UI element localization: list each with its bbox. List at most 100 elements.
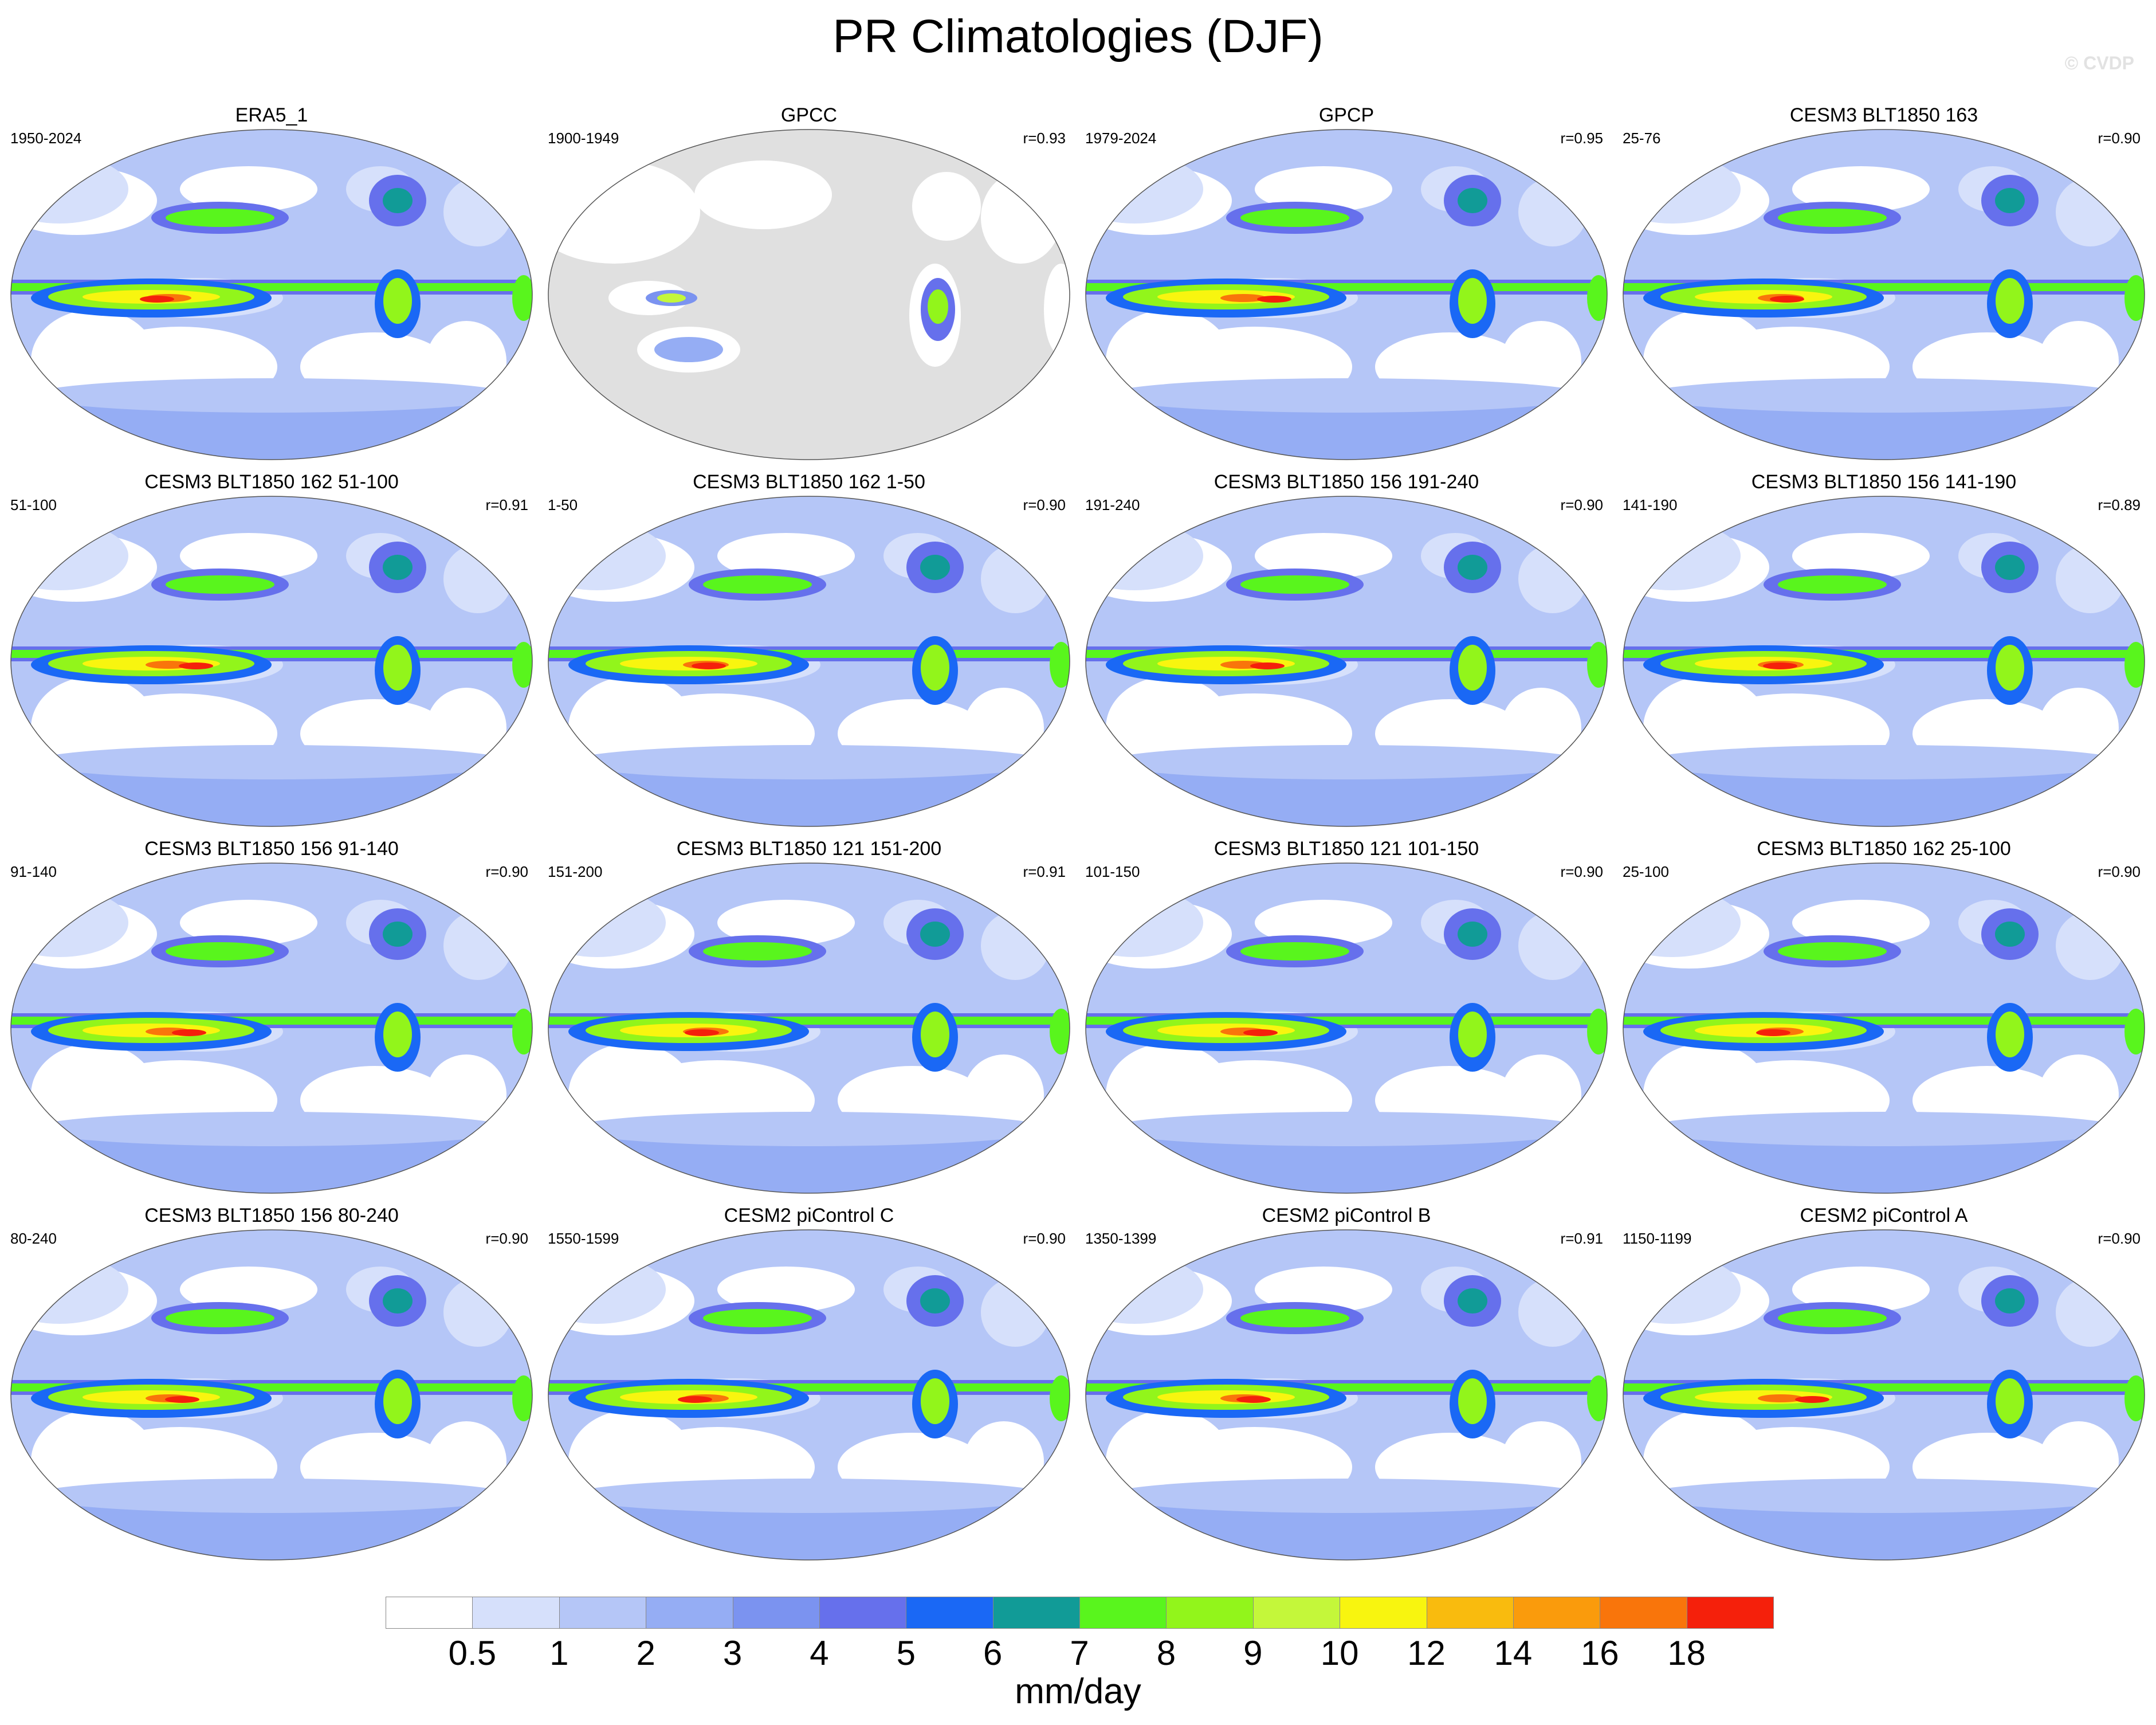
panel-title: CESM3 BLT1850 162 1-50: [693, 471, 925, 493]
colorbar-tick-label: 16: [1580, 1634, 1619, 1672]
panel-pattern-correlation: r=0.90: [1560, 863, 1603, 880]
map-panel: CESM3 BLT1850 162 25-100 25-100 r=0.90: [1620, 836, 2147, 1197]
colorbar-swatch: [559, 1597, 647, 1629]
panel-pattern-correlation: r=0.90: [2098, 130, 2141, 147]
panel-years: 1150-1199: [1623, 1230, 1692, 1247]
colorbar-tick-label: 7: [1070, 1634, 1089, 1672]
precipitation-map: [10, 496, 533, 827]
precipitation-map: [1085, 129, 1608, 460]
panel-years: 91-140: [10, 863, 57, 880]
colorbar: [386, 1597, 1774, 1629]
panel-title: CESM3 BLT1850 156 141-190: [1751, 471, 2017, 493]
panel-pattern-correlation: r=0.90: [485, 1230, 528, 1247]
panel-title: CESM3 BLT1850 156 191-240: [1214, 471, 1479, 493]
colorbar-tick-label: 18: [1667, 1634, 1706, 1672]
panel-title: CESM2 piControl C: [724, 1205, 894, 1226]
panel-years: 25-100: [1623, 863, 1669, 880]
colorbar-swatch: [1340, 1597, 1427, 1629]
colorbar-swatch: [646, 1597, 733, 1629]
panel-pattern-correlation: r=0.90: [1023, 496, 1066, 513]
colorbar-tick-label: 1: [549, 1634, 569, 1672]
map-panel: CESM3 BLT1850 156 80-240 80-240 r=0.90: [8, 1202, 535, 1563]
panel-years: 101-150: [1085, 863, 1140, 880]
panel-pattern-correlation: r=0.90: [2098, 1230, 2141, 1247]
panel-pattern-correlation: r=0.89: [2098, 496, 2141, 513]
map-panel: CESM3 BLT1850 156 141-190 141-190 r=0.89: [1620, 469, 2147, 830]
colorbar-swatch: [386, 1597, 473, 1629]
panel-title: CESM3 BLT1850 163: [1789, 104, 1978, 126]
panel-title: CESM3 BLT1850 156 80-240: [144, 1205, 399, 1226]
panel-years: 1900-1949: [548, 130, 619, 147]
colorbar-tick-label: 3: [722, 1634, 743, 1672]
colorbar-tick-label: 6: [983, 1634, 1003, 1672]
panel-years: 1979-2024: [1085, 130, 1157, 147]
precipitation-map: [10, 129, 533, 460]
precipitation-map: [10, 1229, 533, 1561]
panel-title: CESM3 BLT1850 121 101-150: [1214, 838, 1479, 860]
colorbar-swatch: [1252, 1597, 1341, 1629]
watermark: © CVDP: [2064, 53, 2134, 73]
precipitation-map: [548, 862, 1070, 1194]
panel-title: CESM3 BLT1850 162 51-100: [144, 471, 399, 493]
precipitation-map: [548, 129, 1070, 460]
precipitation-map: [1623, 1229, 2145, 1561]
colorbar-tick-label: 8: [1156, 1634, 1176, 1672]
precipitation-map: [1085, 1229, 1608, 1561]
colorbar-swatch: [472, 1597, 560, 1629]
map-panel: CESM3 BLT1850 121 101-150 101-150 r=0.90: [1083, 836, 1610, 1197]
map-panel: ERA5_1 1950-2024: [8, 102, 535, 463]
panel-pattern-correlation: r=0.91: [1023, 863, 1066, 880]
map-panel: GPCP 1979-2024 r=0.95: [1083, 102, 1610, 463]
map-panel: CESM3 BLT1850 156 91-140 91-140 r=0.90: [8, 836, 535, 1197]
panel-pattern-correlation: r=0.90: [485, 863, 528, 880]
precipitation-map: [1623, 862, 2145, 1194]
colorbar-tick-label: 2: [636, 1634, 655, 1672]
panel-years: 51-100: [10, 496, 57, 513]
panel-title: CESM2 piControl A: [1800, 1205, 1968, 1226]
figure-title: PR Climatologies (DJF): [832, 10, 1324, 62]
panel-years: 1350-1399: [1085, 1230, 1157, 1247]
map-panel: CESM2 piControl A 1150-1199 r=0.90: [1620, 1202, 2147, 1563]
colorbar-swatch: [1513, 1597, 1601, 1629]
colorbar-swatch: [732, 1597, 820, 1629]
map-panel: CESM3 BLT1850 163 25-76 r=0.90: [1620, 102, 2147, 463]
panel-title: GPCC: [780, 104, 838, 126]
panel-years: 1550-1599: [548, 1230, 619, 1247]
map-panel: CESM3 BLT1850 156 191-240 191-240 r=0.90: [1083, 469, 1610, 830]
panel-pattern-correlation: r=0.93: [1023, 130, 1066, 147]
panel-years: 151-200: [548, 863, 603, 880]
precipitation-map: [1085, 496, 1608, 827]
panel-title: ERA5_1: [235, 104, 308, 126]
precipitation-map: [1623, 496, 2145, 827]
colorbar-swatch: [992, 1597, 1080, 1629]
precipitation-map: [1085, 862, 1608, 1194]
panel-pattern-correlation: r=0.91: [1560, 1230, 1603, 1247]
panel-years: 80-240: [10, 1230, 57, 1247]
panel-pattern-correlation: r=0.90: [2098, 863, 2141, 880]
map-panel: CESM3 BLT1850 162 51-100 51-100 r=0.91: [8, 469, 535, 830]
colorbar-swatch: [906, 1597, 993, 1629]
colorbar-tick-label: 14: [1494, 1634, 1533, 1672]
panel-years: 25-76: [1623, 130, 1661, 147]
precipitation-map: [548, 496, 1070, 827]
colorbar-tick-label: 4: [810, 1634, 829, 1672]
precipitation-map: [548, 1229, 1070, 1561]
panel-years: 1950-2024: [10, 130, 82, 147]
colorbar-swatch: [1166, 1597, 1254, 1629]
colorbar-tick-label: 10: [1320, 1634, 1359, 1672]
colorbar-tick-label: 0.5: [448, 1634, 497, 1672]
panel-title: CESM3 BLT1850 156 91-140: [144, 838, 399, 860]
panel-years: 191-240: [1085, 496, 1140, 513]
precipitation-map: [10, 862, 533, 1194]
map-panel: CESM2 piControl B 1350-1399 r=0.91: [1083, 1202, 1610, 1563]
panel-pattern-correlation: r=0.90: [1023, 1230, 1066, 1247]
panel-pattern-correlation: r=0.91: [485, 496, 528, 513]
colorbar-swatch: [1686, 1597, 1774, 1629]
colorbar-swatch: [1600, 1597, 1687, 1629]
colorbar-tick-label: 12: [1407, 1634, 1446, 1672]
panel-title: CESM2 piControl B: [1262, 1205, 1431, 1226]
colorbar-tick-label: 9: [1243, 1634, 1263, 1672]
panel-pattern-correlation: r=0.90: [1560, 496, 1603, 513]
precipitation-map: [1623, 129, 2145, 460]
panel-title: CESM3 BLT1850 121 151-200: [676, 838, 942, 860]
